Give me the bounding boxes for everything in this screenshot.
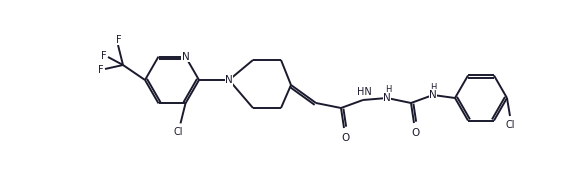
- Text: O: O: [411, 128, 419, 138]
- Text: N: N: [383, 93, 391, 103]
- Text: F: F: [116, 35, 122, 45]
- Text: Cl: Cl: [505, 120, 515, 130]
- Text: N: N: [225, 75, 233, 85]
- Text: F: F: [98, 65, 104, 75]
- Text: O: O: [341, 133, 349, 143]
- Text: F: F: [101, 51, 107, 61]
- Text: N: N: [182, 52, 189, 62]
- Text: Cl: Cl: [174, 127, 183, 137]
- Text: HN: HN: [357, 87, 372, 97]
- Text: H: H: [385, 86, 391, 94]
- Text: H: H: [430, 82, 436, 92]
- Text: N: N: [429, 90, 437, 100]
